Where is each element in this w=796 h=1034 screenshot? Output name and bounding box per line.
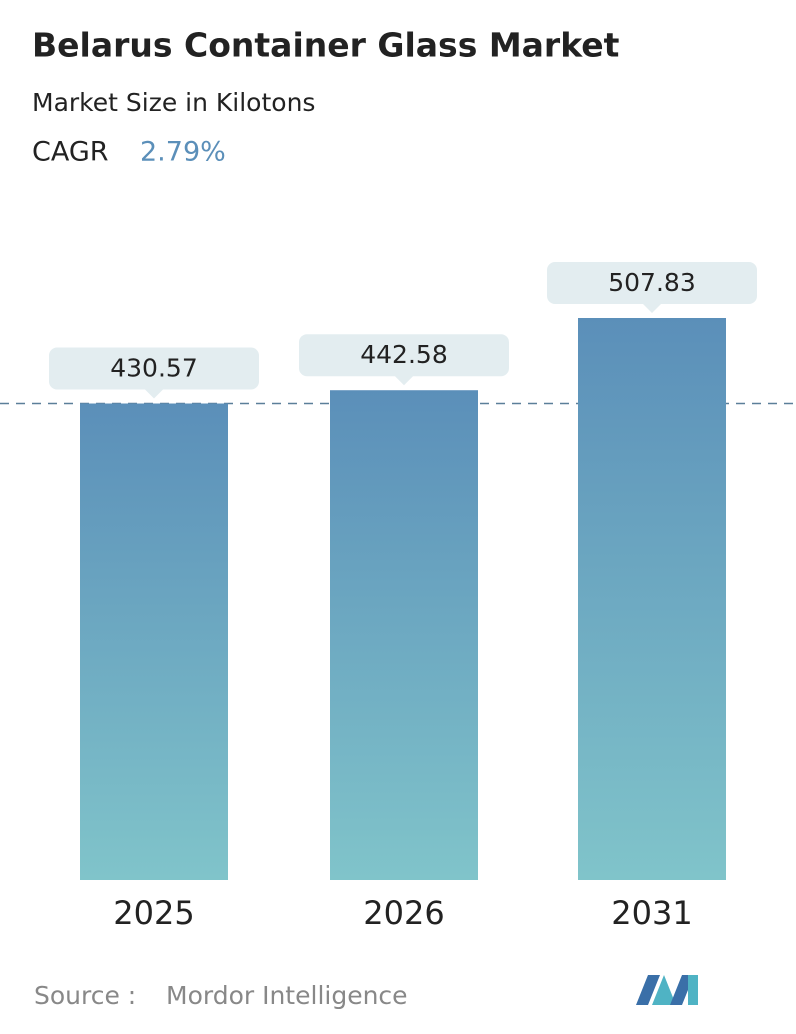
cagr-value: 2.79%: [140, 137, 226, 168]
value-label: 442.58: [360, 340, 447, 369]
x-tick-label: 2031: [611, 894, 692, 932]
value-label-box: [299, 334, 509, 386]
chart-title: Belarus Container Glass Market: [32, 26, 620, 65]
value-label-box: [49, 347, 259, 399]
logo: [636, 975, 698, 1005]
x-tick-label: 2025: [113, 894, 194, 932]
value-label-box: [547, 262, 757, 313]
bar: [80, 403, 228, 880]
source-label: Source :: [34, 981, 136, 1010]
value-label: 430.57: [110, 354, 197, 383]
bar: [330, 390, 478, 880]
chart-subtitle: Market Size in Kilotons: [32, 88, 315, 117]
bar: [578, 318, 726, 880]
source: Mordor Intelligence: [166, 981, 408, 1010]
x-tick-label: 2026: [363, 894, 444, 932]
cagr-label: CAGR: [32, 137, 109, 168]
value-label: 507.83: [608, 268, 695, 297]
